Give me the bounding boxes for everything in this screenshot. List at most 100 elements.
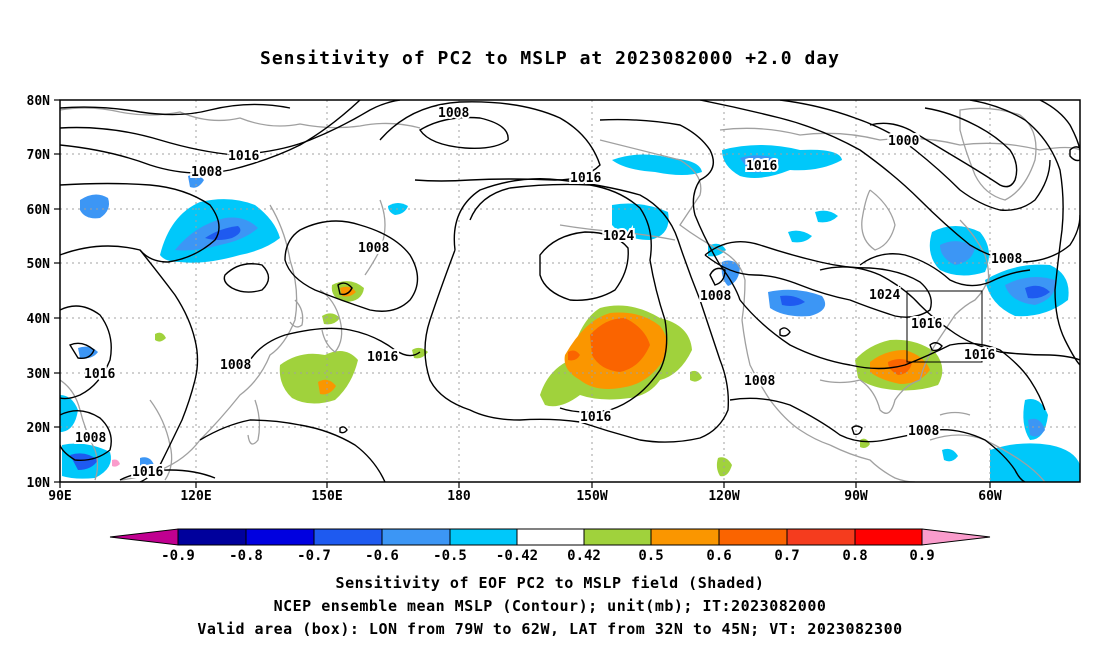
coast-labrador — [959, 219, 990, 286]
valid-area-box — [906, 290, 983, 363]
contour-label: 1016 — [746, 159, 777, 174]
shade-neg-alaska-core — [740, 155, 780, 173]
contour-line — [539, 231, 629, 301]
coast-greenland — [959, 107, 1037, 201]
lat-label-60n: 60N — [27, 203, 51, 218]
lat-label-20n: 20N — [27, 421, 51, 436]
contour-line — [60, 103, 291, 116]
contour-line — [119, 469, 216, 481]
coast-asia-east — [119, 204, 298, 481]
contour-label: 1016 — [84, 367, 115, 382]
shade-pos-small-4 — [690, 370, 702, 382]
colorbar-label: 0.9 — [909, 548, 934, 564]
contour-line — [284, 220, 419, 312]
coast-philippines — [247, 399, 261, 445]
lat-label-70n: 70N — [27, 148, 51, 163]
shade-pos-east-coast-red — [888, 359, 912, 375]
contour-label: 1016 — [570, 171, 601, 186]
coast-canada-arctic — [719, 127, 1080, 151]
contour-line — [1039, 100, 1080, 151]
shade-neg-siberia-west — [80, 194, 109, 219]
shade-pos-small-1 — [322, 313, 340, 325]
shade-neg-pink-1 — [112, 459, 120, 467]
lat-label-10n: 10N — [27, 476, 51, 491]
contour-label: 1008 — [191, 165, 222, 180]
caption-shading: Sensitivity of EOF PC2 to MSLP field (Sh… — [335, 574, 765, 592]
contour-label: 1008 — [700, 289, 731, 304]
coast-asia-north — [60, 107, 421, 129]
colorbar-swatch — [718, 528, 788, 546]
negative-sensitivity-shading — [60, 145, 1080, 482]
coast-hudson-bay — [861, 189, 896, 251]
caption-contour: NCEP ensemble mean MSLP (Contour); unit(… — [273, 597, 827, 615]
shade-neg-sw-core — [70, 453, 98, 470]
colorbar-swatch — [516, 528, 585, 546]
coast-aleutians — [559, 224, 676, 241]
colorbar-label: -0.9 — [161, 548, 195, 564]
shade-neg-east-asia-deep — [205, 226, 241, 240]
contour-line — [1069, 146, 1080, 162]
shade-neg-small-4 — [942, 448, 958, 462]
coast-korea — [289, 299, 304, 328]
caption-valid-area: Valid area (box): LON from 79W to 62W, L… — [197, 620, 903, 638]
coast-japan — [319, 289, 343, 353]
shade-neg-south-atlantic — [990, 443, 1080, 482]
shade-pos-west-pacific — [279, 351, 358, 404]
lon-label-90e: 90E — [48, 489, 71, 504]
contour-line — [379, 101, 601, 182]
contour-line — [869, 107, 1018, 188]
contour-label: 1008 — [220, 358, 251, 373]
contour-label: 1008 — [75, 431, 106, 446]
contour-line — [819, 266, 1080, 361]
lat-label-30n: 30N — [27, 367, 51, 382]
contour-label: 1008 — [991, 252, 1022, 267]
colorbar-arrow-left — [109, 528, 179, 546]
colorbar-swatch — [650, 528, 720, 546]
colorbar-label: -0.5 — [433, 548, 467, 564]
coast-south-america — [929, 434, 1046, 482]
latitude-labels: 80N 70N 60N 50N 40N 30N 20N 10N — [27, 94, 51, 491]
shade-neg-small-1 — [188, 174, 204, 188]
contour-label: 1024 — [603, 229, 634, 244]
shade-neg-south-small — [140, 457, 154, 468]
coast-central-america — [829, 444, 916, 482]
contour-line — [337, 282, 353, 296]
contour-label: 1016 — [228, 149, 259, 164]
axis-ticks — [54, 99, 991, 488]
shade-pos-west-pacific-core — [318, 379, 336, 395]
contour-label: 1024 — [869, 288, 900, 303]
coast-kamchatka — [364, 199, 386, 276]
lon-label-60w: 60W — [978, 489, 1002, 504]
contour-label: 1016 — [132, 465, 163, 480]
colorbar-swatch — [854, 528, 923, 546]
shade-neg-south-atlantic-core — [1028, 418, 1045, 437]
contour-line — [60, 305, 112, 400]
contour-line — [60, 410, 112, 461]
shade-neg-west-edge — [60, 395, 78, 432]
shade-pos-small-2 — [412, 347, 428, 359]
lon-label-120w: 120W — [708, 489, 739, 504]
contour-line — [851, 425, 863, 436]
mslp-contours — [60, 100, 1080, 482]
contour-label: 1008 — [744, 374, 775, 389]
contour-label: 1000 — [888, 134, 919, 149]
contour-label: 1016 — [580, 410, 611, 425]
lat-label-80n: 80N — [27, 94, 51, 109]
contour-line — [60, 100, 401, 156]
contour-line — [419, 116, 509, 150]
contour-line — [739, 299, 1046, 411]
colorbar-swatch — [449, 528, 518, 546]
colorbar-swatch — [313, 528, 383, 546]
shade-neg-canada-1 — [815, 210, 838, 223]
colorbar-swatch — [381, 528, 451, 546]
shade-neg-hudson — [788, 230, 812, 243]
shade-neg-atlantic-deep — [1025, 285, 1050, 299]
colorbar-label: -0.42 — [496, 548, 538, 564]
colorbar-label: 0.7 — [774, 548, 799, 564]
contour-line — [859, 253, 1031, 287]
shade-neg-labrador-core — [940, 241, 975, 265]
shade-pos-central-pacific-red — [590, 318, 650, 372]
colorbar-swatch — [177, 528, 247, 546]
contour-line — [729, 397, 1026, 482]
